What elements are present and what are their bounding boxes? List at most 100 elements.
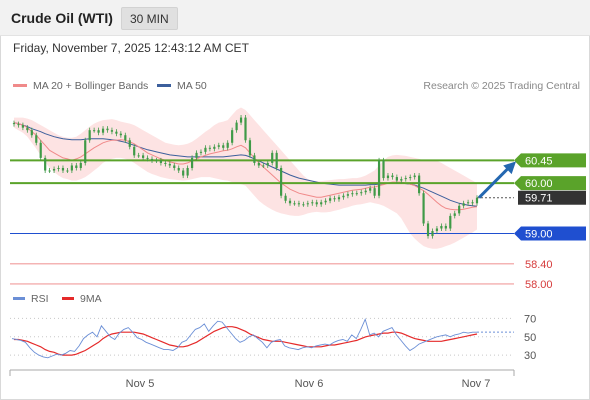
candle xyxy=(280,165,283,199)
candle xyxy=(190,155,194,171)
candle xyxy=(244,115,247,143)
candle xyxy=(150,156,154,163)
candle-body xyxy=(395,177,398,181)
candle-body xyxy=(110,130,114,132)
x-tick-label: Nov 7 xyxy=(462,378,491,390)
forecast-arrow-head xyxy=(503,161,516,175)
candle xyxy=(84,137,87,166)
candle-body xyxy=(222,145,225,148)
candle xyxy=(360,189,363,196)
candle-body xyxy=(235,122,238,131)
candle-body xyxy=(328,198,332,201)
candle-body xyxy=(306,203,309,205)
candle xyxy=(66,167,69,174)
candle-body xyxy=(440,225,443,229)
candle xyxy=(88,127,91,143)
candle xyxy=(400,176,403,184)
candle-body xyxy=(173,165,176,168)
candle xyxy=(404,175,407,182)
candle xyxy=(409,174,412,181)
candle xyxy=(248,137,252,158)
candle-body xyxy=(391,175,394,178)
resistance-label: 60.45 xyxy=(525,155,553,167)
candle xyxy=(302,201,305,207)
candle xyxy=(30,127,33,138)
candle xyxy=(306,200,309,207)
candle xyxy=(44,155,47,174)
candle-body xyxy=(30,130,33,136)
candle xyxy=(418,173,421,196)
candle xyxy=(422,190,425,226)
rsi-tick-label: 50 xyxy=(524,332,536,344)
candle-body xyxy=(342,195,345,198)
candle xyxy=(262,162,265,168)
candle xyxy=(17,121,20,128)
candle-body xyxy=(377,160,381,196)
candle-body xyxy=(471,202,474,204)
candle xyxy=(133,144,136,158)
candle-body xyxy=(164,162,167,164)
candle-body xyxy=(346,194,349,196)
candle xyxy=(328,195,332,204)
candle xyxy=(222,142,225,151)
candle xyxy=(208,145,211,152)
candle-body xyxy=(422,193,425,224)
candle xyxy=(435,225,439,234)
candle-body xyxy=(426,223,430,237)
last-price-tag xyxy=(518,190,586,205)
x-tick-label: Nov 5 xyxy=(126,378,155,390)
candle-body xyxy=(271,152,274,163)
candle xyxy=(413,173,416,180)
candle xyxy=(35,132,38,146)
candle-body xyxy=(400,179,403,181)
candle-body xyxy=(337,197,341,200)
candle xyxy=(52,166,56,174)
pivot-tag xyxy=(514,226,586,241)
candle xyxy=(257,160,260,168)
pivot-label: 59.00 xyxy=(525,229,553,241)
candle-body xyxy=(142,155,145,158)
credit-text: Research © 2025 Trading Central xyxy=(423,80,580,92)
candle xyxy=(61,165,65,174)
candle xyxy=(70,162,73,174)
candle xyxy=(275,150,278,171)
candle-body xyxy=(382,160,385,179)
forecast-arrow-shaft xyxy=(477,165,512,199)
candle xyxy=(426,220,430,239)
candle xyxy=(293,200,296,206)
support-label: 58.40 xyxy=(525,259,553,271)
candle xyxy=(57,165,60,172)
candle-body xyxy=(97,130,100,133)
candle xyxy=(284,193,287,204)
candle-body xyxy=(66,170,69,172)
resistance-tag xyxy=(514,176,586,191)
legend-rsi-label: RSI xyxy=(31,293,49,305)
candle xyxy=(337,194,341,202)
interval-button[interactable]: 30 MIN xyxy=(121,7,178,30)
candle-body xyxy=(75,165,78,168)
legend-ma50: MA 50 xyxy=(157,80,207,92)
candle-body xyxy=(333,198,336,200)
candle-body xyxy=(315,202,318,205)
candle-body xyxy=(466,202,470,204)
candle xyxy=(311,199,314,206)
candle xyxy=(159,157,163,166)
candle-body xyxy=(21,125,25,128)
candle xyxy=(449,213,452,232)
candle xyxy=(226,140,229,151)
candle-body xyxy=(79,162,82,168)
candle xyxy=(391,173,394,180)
legend-9ma-swatch xyxy=(62,296,74,300)
candle-body xyxy=(458,205,461,214)
candle xyxy=(373,185,376,199)
candle-body xyxy=(369,188,372,191)
candle-body xyxy=(257,162,260,166)
candle-body xyxy=(253,155,256,163)
candle-body xyxy=(355,193,358,195)
candle-body xyxy=(115,131,118,134)
candle-body xyxy=(217,145,220,147)
candle xyxy=(173,162,176,171)
candle xyxy=(333,195,336,202)
candle xyxy=(315,199,318,207)
